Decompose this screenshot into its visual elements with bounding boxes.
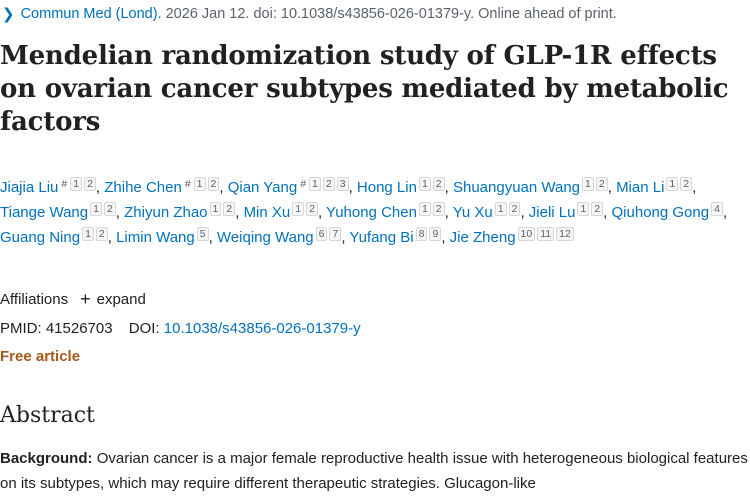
free-article-badge: Free article: [0, 348, 81, 365]
affiliation-ref[interactable]: 5: [196, 227, 209, 241]
author-name-link[interactable]: Zhiyun Zhao: [124, 204, 208, 221]
author-name-link[interactable]: Yufang Bi: [349, 229, 414, 246]
citation-line: ❯ Commun Med (Lond). 2026 Jan 12. doi: 1…: [2, 3, 617, 25]
author-item: Weiqing Wang 6 7: [216, 227, 342, 246]
author-item: Min Xu 1 2: [243, 202, 318, 221]
author-item: Mian Li 1 2: [616, 177, 693, 196]
article-title: Mendelian randomization study of GLP-1R …: [0, 41, 729, 137]
author-item: Hong Lin 1 2: [356, 177, 445, 196]
author-item: Yufang Bi 8 9: [349, 227, 442, 246]
affiliation-ref[interactable]: 1: [292, 202, 305, 216]
background-label: Background:: [0, 450, 93, 467]
author-name-link[interactable]: Limin Wang: [116, 229, 195, 246]
affiliations-row: Affiliations + expand: [0, 290, 146, 308]
equal-contribution-marker: #: [184, 178, 191, 190]
affiliation-ref[interactable]: 2: [95, 227, 108, 241]
author-item: Jieli Lu 1 2: [528, 202, 604, 221]
affiliation-ref[interactable]: 2: [432, 177, 445, 191]
affiliation-ref[interactable]: 2: [595, 177, 608, 191]
affiliation-ref[interactable]: 1: [418, 177, 431, 191]
affiliation-ref[interactable]: 1: [70, 177, 83, 191]
affiliation-ref[interactable]: 1: [666, 177, 679, 191]
identifiers-row: PMID: 41526703 DOI: 10.1038/s43856-026-0…: [0, 320, 361, 337]
author-name-link[interactable]: Hong Lin: [356, 179, 417, 196]
author-name-link[interactable]: Yu Xu: [452, 204, 493, 221]
affiliation-ref[interactable]: 2: [508, 202, 521, 216]
pmid-label: PMID:: [0, 320, 42, 337]
author-name-link[interactable]: Shuangyuan Wang: [452, 179, 581, 196]
author-list: Jiajia Liu #1 2, Zhihe Chen #1 2, Qian Yang #…: [0, 177, 728, 246]
affiliation-ref[interactable]: 11: [537, 227, 555, 241]
affiliation-ref[interactable]: 2: [207, 177, 220, 191]
affiliation-ref[interactable]: 2: [84, 177, 96, 191]
affiliation-ref[interactable]: 2: [306, 202, 318, 216]
affiliation-ref[interactable]: 4: [711, 202, 723, 216]
author-name-link[interactable]: Qiuhong Gong: [611, 204, 710, 221]
equal-contribution-marker: #: [61, 178, 68, 190]
affiliation-ref[interactable]: 7: [329, 227, 342, 241]
author-item: Limin Wang 5: [116, 227, 209, 246]
affiliation-ref[interactable]: 1: [82, 227, 94, 241]
author-item: Qian Yang #1 2 3: [227, 177, 349, 196]
author-item: Zhihe Chen #1 2: [104, 177, 220, 196]
author-item: Qiuhong Gong 4: [611, 202, 723, 221]
doi-label: DOI:: [128, 320, 160, 337]
affiliation-ref[interactable]: 6: [315, 227, 328, 241]
journal-link[interactable]: Commun Med (Lond).: [20, 6, 162, 22]
affiliation-ref[interactable]: 8: [415, 227, 428, 241]
affiliations-label: Affiliations: [0, 290, 69, 308]
author-name-link[interactable]: Qian Yang: [227, 179, 298, 196]
affiliation-ref[interactable]: 3: [336, 177, 349, 191]
author-item: Yu Xu 1 2: [452, 202, 521, 221]
affiliation-ref[interactable]: 1: [418, 202, 431, 216]
citation-details: 2026 Jan 12. doi: 10.1038/s43856-026-013…: [165, 6, 617, 22]
author-item: Zhiyun Zhao 1 2: [124, 202, 236, 221]
expand-label: expand: [96, 290, 146, 308]
affiliation-ref[interactable]: 2: [680, 177, 693, 191]
background-text: Ovarian cancer is a major female reprodu…: [0, 450, 748, 492]
affiliation-ref[interactable]: 2: [322, 177, 335, 191]
plus-icon: +: [80, 289, 91, 309]
affiliation-ref[interactable]: 2: [223, 202, 236, 216]
author-name-link[interactable]: Guang Ning: [0, 229, 81, 246]
author-name-link[interactable]: Min Xu: [243, 204, 291, 221]
affiliation-ref[interactable]: 2: [103, 202, 116, 216]
affiliation-ref[interactable]: 1: [209, 202, 222, 216]
affiliation-ref[interactable]: 1: [494, 202, 507, 216]
affiliation-ref[interactable]: 9: [429, 227, 442, 241]
affiliation-ref[interactable]: 10: [517, 227, 536, 241]
author-name-link[interactable]: Jieli Lu: [528, 204, 576, 221]
author-item: Jiajia Liu #1 2: [0, 177, 96, 196]
pmid-value: 41526703: [45, 320, 113, 337]
affiliation-ref[interactable]: 1: [309, 177, 321, 191]
affiliation-ref[interactable]: 1: [90, 202, 102, 216]
author-name-link[interactable]: Jiajia Liu: [0, 179, 59, 196]
affiliation-ref[interactable]: 1: [193, 177, 206, 191]
abstract-background: Background: Ovarian cancer is a major fe…: [0, 446, 748, 496]
author-name-link[interactable]: Weiqing Wang: [216, 229, 314, 246]
affiliation-ref[interactable]: 12: [556, 227, 574, 241]
affiliations-expand-button[interactable]: + expand: [80, 290, 146, 308]
chevron-right-icon[interactable]: ❯: [2, 6, 15, 23]
abstract-heading: Abstract: [0, 403, 95, 428]
affiliation-ref[interactable]: 2: [432, 202, 445, 216]
author-name-link[interactable]: Yuhong Chen: [326, 204, 417, 221]
author-item: Guang Ning 1 2: [0, 227, 108, 246]
affiliation-ref[interactable]: 2: [591, 202, 604, 216]
affiliation-ref[interactable]: 1: [577, 202, 590, 216]
author-item: Yuhong Chen 1 2: [326, 202, 445, 221]
equal-contribution-marker: #: [300, 178, 307, 190]
author-item: Jie Zheng 10 11 12: [449, 227, 574, 246]
author-name-link[interactable]: Jie Zheng: [449, 229, 516, 246]
author-item: Shuangyuan Wang 1 2: [452, 177, 608, 196]
author-name-link[interactable]: Mian Li: [616, 179, 665, 196]
doi-link[interactable]: 10.1038/s43856-026-01379-y: [163, 320, 361, 337]
affiliation-ref[interactable]: 1: [582, 177, 594, 191]
author-name-link[interactable]: Tiange Wang: [0, 204, 89, 221]
author-item: Tiange Wang 1 2: [0, 202, 116, 221]
author-name-link[interactable]: Zhihe Chen: [104, 179, 182, 196]
